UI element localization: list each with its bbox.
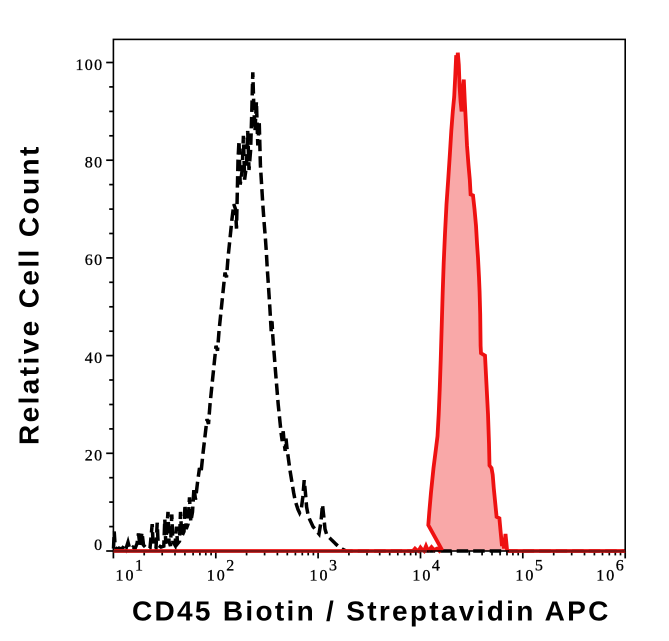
svg-text:80: 80 [85,155,104,172]
svg-text:CD45 Biotin / Streptavidin APC: CD45 Biotin / Streptavidin APC [132,596,611,627]
svg-text:60: 60 [85,252,104,269]
svg-text:40: 40 [85,350,104,367]
svg-text:20: 20 [85,448,104,465]
svg-text:100: 100 [75,57,103,74]
svg-text:Relative Cell Count: Relative Cell Count [14,144,45,445]
svg-text:0: 0 [94,537,103,554]
